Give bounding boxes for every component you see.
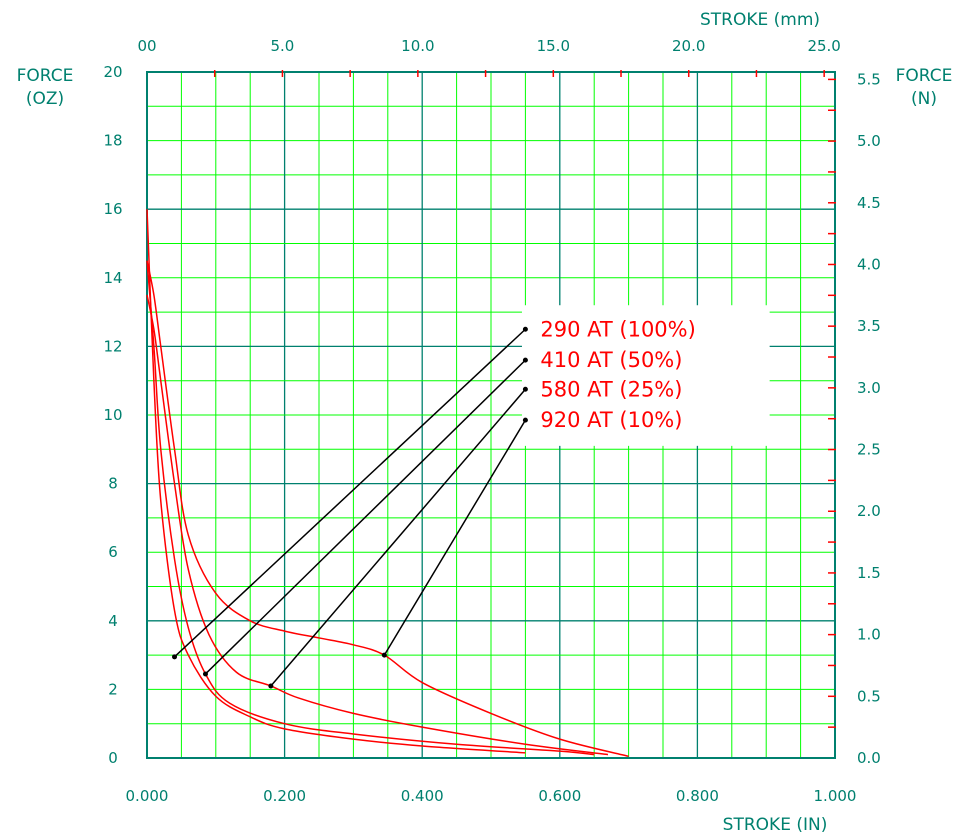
x-tick-label-bottom: 1.000 <box>814 787 857 805</box>
x-tick-label-top: 25.0 <box>807 37 840 55</box>
curve-580 <box>146 294 609 756</box>
y-tick-label-right: 0.0 <box>857 749 881 767</box>
top-axis-title: STROKE (mm) <box>700 10 820 30</box>
legend-entry: 290 AT (100%) <box>540 317 695 341</box>
leader-dot-label <box>522 357 528 363</box>
x-tick-label-bottom: 0.800 <box>676 787 719 805</box>
y-tick-label-right: 3.5 <box>857 317 881 335</box>
y-tick-label-right: 2.5 <box>857 441 881 459</box>
y-tick-label-left: 6 <box>108 543 118 561</box>
leader-lines <box>172 326 528 689</box>
x-tick-label-top: 20.0 <box>672 37 705 55</box>
y-tick-label-right: 3.0 <box>857 379 881 397</box>
y-tick-label-left: 4 <box>108 612 118 630</box>
y-tick-label-left: 0 <box>108 749 118 767</box>
y-tick-label-right: 4.5 <box>857 194 881 212</box>
x-tick-label-top: 00 <box>137 37 156 55</box>
leader-dot-label <box>522 326 528 332</box>
y-tick-label-left: 2 <box>108 680 118 698</box>
right-axis-title-line2: (N) <box>911 89 937 109</box>
y-tick-label-right: 1.0 <box>857 626 881 644</box>
y-tick-label-left: 8 <box>108 475 118 493</box>
x-tick-label-top: 10.0 <box>401 37 434 55</box>
leader-dot-curve <box>268 683 274 689</box>
x-tick-label-bottom: 0.400 <box>401 787 444 805</box>
plot-frame <box>146 71 836 759</box>
y-tick-label-left: 16 <box>103 200 122 218</box>
legend-entry: 920 AT (10%) <box>540 408 682 432</box>
curve-920 <box>146 260 629 758</box>
leader-dot-curve <box>381 652 387 658</box>
y-tick-label-right: 5.0 <box>857 132 881 150</box>
y-tick-label-right: 4.0 <box>857 255 881 273</box>
y-tick-label-left: 20 <box>103 63 122 81</box>
y-tick-label-left: 18 <box>103 132 122 150</box>
leader-line <box>174 328 526 658</box>
leader-line <box>383 419 527 656</box>
leader-dot-curve <box>172 654 178 660</box>
left-axis-title-line2: (OZ) <box>26 89 64 109</box>
y-tick-label-left: 10 <box>103 406 122 424</box>
bottom-axis-title: STROKE (IN) <box>723 815 828 835</box>
axis-labels: 0.000 0.200 0.400 0.600 0.800 1.000 00 5.0 10.0 1… <box>103 37 880 805</box>
leader-line <box>270 388 526 687</box>
y-tick-label-left: 12 <box>103 337 122 355</box>
y-tick-label-right: 2.0 <box>857 502 881 520</box>
x-tick-label-bottom: 0.600 <box>538 787 581 805</box>
x-tick-label-bottom: 0.000 <box>126 787 169 805</box>
leader-dot-label <box>522 386 528 392</box>
y-tick-label-right: 1.5 <box>857 564 881 582</box>
right-axis-title-line1: FORCE <box>896 66 953 86</box>
y-tick-label-left: 14 <box>103 269 122 287</box>
legend-background <box>521 305 770 446</box>
legend-entry: 410 AT (50%) <box>540 348 682 372</box>
leader-dot-label <box>522 417 528 423</box>
curves <box>146 209 629 758</box>
tick-marks <box>213 70 836 728</box>
x-tick-label-top: 5.0 <box>271 37 295 55</box>
x-tick-label-top: 15.0 <box>537 37 570 55</box>
y-tick-label-right: 0.5 <box>857 687 881 705</box>
legend: 290 AT (100%) 410 AT (50%) 580 AT (25%) 920… <box>540 317 695 432</box>
leader-line <box>204 359 526 675</box>
curve-290 <box>146 209 526 754</box>
left-axis-title-line1: FORCE <box>17 66 74 86</box>
curve-410 <box>146 260 595 756</box>
x-tick-label-bottom: 0.200 <box>263 787 306 805</box>
legend-entry: 580 AT (25%) <box>540 377 682 401</box>
leader-dot-curve <box>202 671 208 677</box>
y-tick-label-right: 5.5 <box>857 70 881 88</box>
